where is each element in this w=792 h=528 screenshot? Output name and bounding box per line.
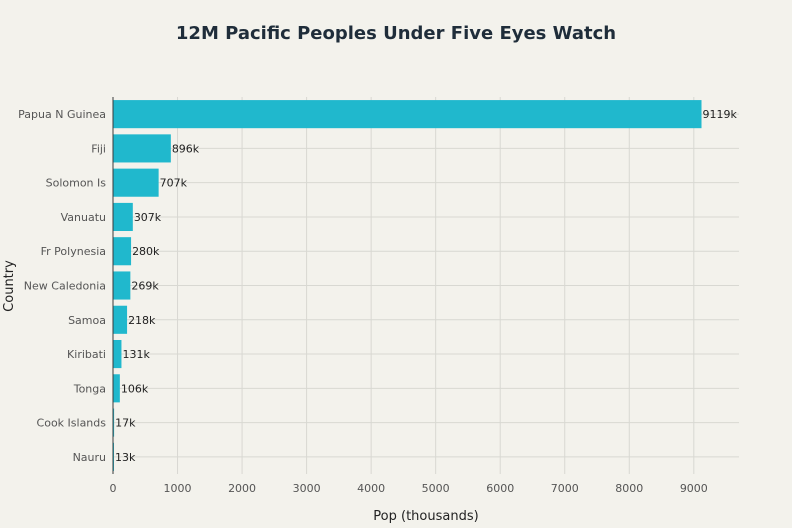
bar-samoa[interactable] xyxy=(113,305,128,334)
x-tick-labels: 0 1000 2000 3000 4000 5000 6000 7000 8000 9000 xyxy=(110,482,708,495)
data-label: 106k xyxy=(121,382,149,395)
x-tick-label: 6000 xyxy=(486,482,514,495)
bar-fr-polynesia[interactable] xyxy=(113,237,132,266)
data-labels: 9119k 896k 707k 307k 280k 269k 218k 131k 106k 17k… xyxy=(115,108,737,464)
category-label: Solomon Is xyxy=(46,177,107,190)
data-label: 896k xyxy=(172,142,200,155)
gridlines xyxy=(113,97,739,474)
data-label: 131k xyxy=(122,348,150,361)
chart-title: 12M Pacific Peoples Under Five Eyes Watc… xyxy=(176,23,616,44)
bars-group xyxy=(113,100,702,471)
data-label: 9119k xyxy=(703,108,738,121)
bar-vanuatu[interactable] xyxy=(113,202,133,232)
bar-kiribati[interactable] xyxy=(113,339,122,369)
data-label: 218k xyxy=(128,314,156,327)
data-label: 17k xyxy=(115,417,136,430)
x-tick-label: 1000 xyxy=(164,482,192,495)
category-label: Fiji xyxy=(91,142,106,155)
category-labels: Papua N Guinea Fiji Solomon Is Vanuatu Fr Po… xyxy=(18,108,106,464)
x-tick-label: 0 xyxy=(110,482,117,495)
bar-cook-islands[interactable] xyxy=(113,408,115,437)
bar-new-caledonia[interactable] xyxy=(113,271,131,300)
category-label: Samoa xyxy=(68,314,106,327)
data-label: 307k xyxy=(134,211,162,224)
x-tick-label: 5000 xyxy=(422,482,450,495)
category-label: Vanuatu xyxy=(61,211,106,224)
category-label: New Caledonia xyxy=(24,280,106,293)
category-label: Tonga xyxy=(73,382,106,395)
x-axis-title: Pop (thousands) xyxy=(373,509,478,524)
category-label: Papua N Guinea xyxy=(18,108,106,121)
category-label: Kiribati xyxy=(67,348,106,361)
data-label: 280k xyxy=(132,245,160,258)
x-tick-label: 2000 xyxy=(228,482,256,495)
x-tick-label: 9000 xyxy=(680,482,708,495)
bar-fiji[interactable] xyxy=(113,134,171,163)
bar-tonga[interactable] xyxy=(113,374,120,403)
data-label: 707k xyxy=(160,177,188,190)
y-axis-title: Country xyxy=(2,260,17,312)
data-label: 269k xyxy=(131,280,159,293)
x-tick-label: 4000 xyxy=(357,482,385,495)
x-tick-label: 8000 xyxy=(615,482,643,495)
data-label: 13k xyxy=(115,451,136,464)
category-label: Fr Polynesia xyxy=(41,245,106,258)
category-label: Cook Islands xyxy=(37,417,107,430)
bar-papua-n-guinea[interactable] xyxy=(113,100,702,129)
category-label: Nauru xyxy=(73,451,106,464)
x-tick-label: 7000 xyxy=(551,482,579,495)
bar-solomon-is[interactable] xyxy=(113,168,159,197)
x-tick-label: 3000 xyxy=(293,482,321,495)
